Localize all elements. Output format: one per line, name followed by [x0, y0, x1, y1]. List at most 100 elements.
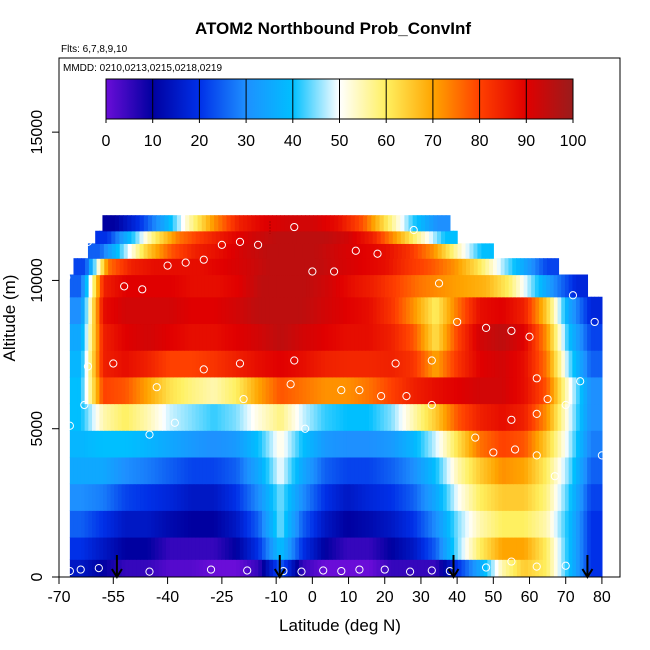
heatmap-cell [414, 274, 420, 298]
heatmap-cell [135, 215, 141, 232]
x-tick-label: 70 [557, 589, 575, 606]
heatmap-cell [230, 215, 236, 232]
heatmap-cell [287, 430, 293, 458]
heatmap-cell [175, 243, 180, 259]
heatmap-cell [95, 456, 101, 485]
heatmap-cell [572, 403, 577, 431]
heatmap-cell [228, 376, 234, 405]
heatmap-cell [476, 483, 481, 511]
heatmap-cell [276, 274, 281, 298]
heatmap-cell [250, 483, 256, 511]
heatmap-cell [304, 230, 309, 244]
heatmap-cell [232, 536, 237, 560]
heatmap-cell [258, 456, 263, 485]
heatmap-cell [136, 510, 141, 538]
heatmap-cell [443, 456, 448, 485]
heatmap-cell [231, 243, 236, 259]
heatmap-cell [254, 483, 259, 511]
heatmap-cell [151, 243, 157, 259]
heatmap-cell [557, 274, 562, 298]
heatmap-cell [539, 536, 544, 560]
y-tick-label: 10000 [29, 258, 46, 303]
heatmap-cell [376, 350, 381, 378]
heatmap-cell [483, 350, 488, 378]
heatmap-cell [88, 274, 93, 298]
heatmap-cell [469, 258, 475, 276]
heatmap-cell [550, 350, 555, 378]
heatmap-cell [431, 536, 437, 560]
heatmap-cell [302, 510, 307, 538]
heatmap-cell [206, 456, 211, 485]
heatmap-cell [210, 376, 215, 405]
heatmap-cell [576, 456, 581, 485]
heatmap-cell [482, 274, 487, 298]
heatmap-cell [284, 430, 289, 458]
heatmap-cell [261, 350, 267, 378]
heatmap-cell [380, 403, 385, 431]
heatmap-cell [250, 323, 256, 351]
heatmap-cell [479, 296, 485, 325]
heatmap-cell [413, 323, 418, 351]
heatmap-cell [217, 510, 222, 538]
heatmap-cell [354, 536, 359, 560]
heatmap-cell [350, 350, 355, 378]
heatmap-cell [339, 323, 344, 351]
heatmap-cell [302, 430, 307, 458]
heatmap-cell [195, 483, 200, 511]
heatmap-cell [332, 323, 337, 351]
heatmap-cell [328, 350, 333, 378]
heatmap-cell [356, 230, 362, 244]
heatmap-cell [459, 274, 465, 298]
heatmap-cell [513, 430, 518, 458]
heatmap-cell [163, 274, 168, 298]
heatmap-cell [542, 323, 548, 351]
heatmap-cell [193, 215, 199, 232]
heatmap-cell [195, 536, 200, 560]
heatmap-cell [140, 536, 145, 560]
sample-point [427, 566, 436, 575]
heatmap-cell [516, 376, 522, 405]
heatmap-cell [152, 274, 157, 298]
heatmap-cell [539, 430, 544, 458]
heatmap-cell [452, 274, 457, 298]
heatmap-cell [477, 243, 482, 259]
heatmap-cell [147, 296, 152, 325]
heatmap-cell [199, 483, 204, 511]
heatmap-cell [147, 483, 152, 511]
heatmap-cell [454, 430, 459, 458]
heatmap-cell [343, 403, 348, 431]
heatmap-cell [125, 376, 130, 405]
heatmap-cell [366, 258, 371, 276]
heatmap-cell [314, 243, 320, 259]
heatmap-cell [165, 536, 171, 560]
heatmap-cell [468, 536, 474, 560]
heatmap-cell [579, 456, 585, 485]
heatmap-cell [576, 559, 581, 577]
heatmap-cell [538, 274, 544, 298]
heatmap-cell [398, 296, 403, 325]
heatmap-cell [156, 274, 161, 298]
heatmap-cell [358, 456, 363, 485]
heatmap-cell [136, 536, 141, 560]
heatmap-cell [443, 559, 448, 577]
heatmap-cell [210, 430, 215, 458]
heatmap-cell [494, 350, 500, 378]
heatmap-cell [391, 510, 396, 538]
heatmap-cell [269, 350, 274, 378]
heatmap-cell [498, 536, 503, 560]
heatmap-cell [417, 243, 423, 259]
heatmap-cell [131, 258, 136, 276]
heatmap-cell [202, 483, 208, 511]
heatmap-cell [154, 350, 160, 378]
heatmap-cell [95, 403, 101, 431]
heatmap-cell [583, 376, 588, 405]
heatmap-cell [77, 296, 82, 325]
heatmap-cell [173, 376, 178, 405]
heatmap-cell [594, 296, 599, 325]
heatmap-cell [361, 456, 367, 485]
heatmap-cell [519, 258, 525, 276]
heatmap-cell [332, 350, 337, 378]
heatmap-cell [324, 274, 330, 298]
heatmap-cell [310, 483, 315, 511]
heatmap-cell [199, 403, 204, 431]
